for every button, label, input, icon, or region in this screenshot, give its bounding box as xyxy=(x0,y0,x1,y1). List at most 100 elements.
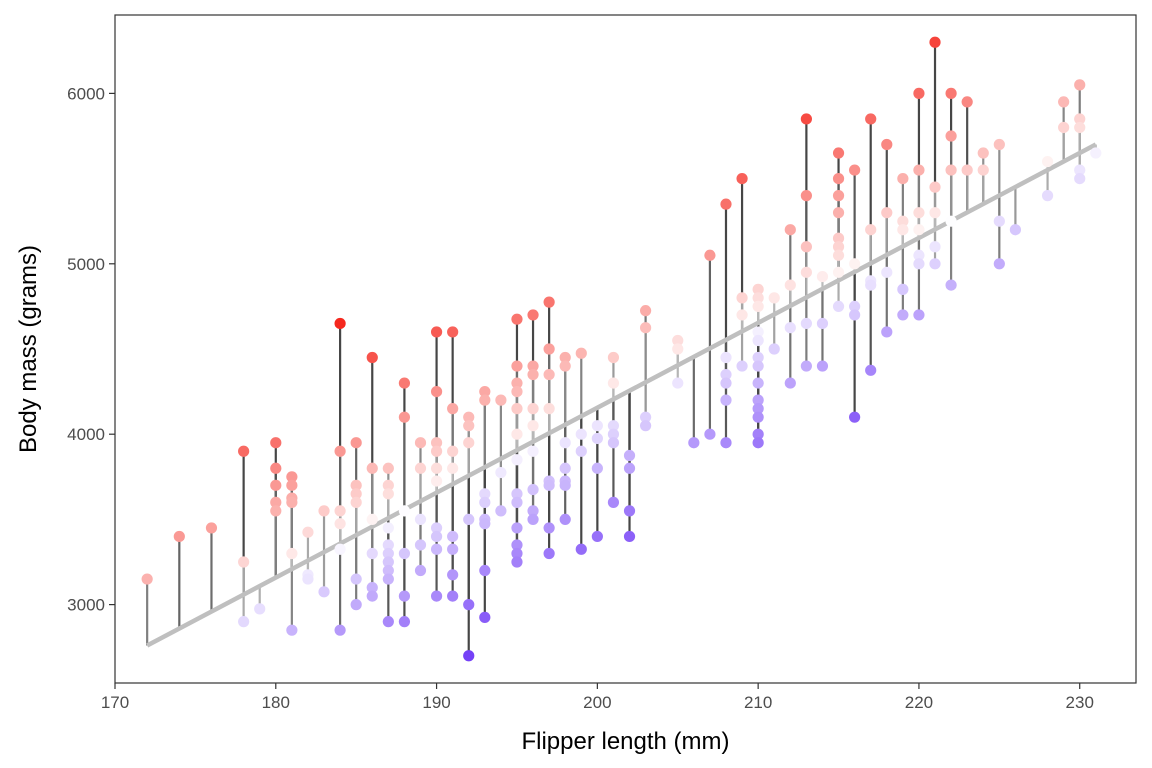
data-point xyxy=(913,258,925,270)
data-point xyxy=(929,36,941,48)
data-point xyxy=(913,224,925,236)
data-point xyxy=(447,445,459,457)
data-point xyxy=(447,403,459,415)
data-point xyxy=(575,543,587,555)
data-point xyxy=(495,505,507,517)
data-point xyxy=(736,360,748,372)
data-point xyxy=(1058,96,1070,108)
y-tick-label: 3000 xyxy=(67,596,105,615)
data-point xyxy=(897,283,909,295)
data-point xyxy=(511,496,523,508)
y-tick-label: 4000 xyxy=(67,425,105,444)
data-point xyxy=(254,603,266,615)
data-point xyxy=(752,411,764,423)
data-point xyxy=(1074,79,1086,91)
data-point xyxy=(302,573,314,585)
data-point xyxy=(366,547,378,560)
data-point xyxy=(382,488,394,500)
data-point xyxy=(286,479,298,491)
data-point xyxy=(334,518,346,530)
data-point xyxy=(543,403,555,415)
data-point xyxy=(447,530,459,543)
data-point xyxy=(623,505,636,517)
x-tick-label: 190 xyxy=(422,693,450,712)
data-point xyxy=(752,326,764,338)
data-point xyxy=(639,411,652,423)
data-point xyxy=(398,377,411,389)
data-point xyxy=(832,266,845,278)
data-point xyxy=(784,279,796,291)
data-point xyxy=(543,522,555,534)
data-point xyxy=(463,420,475,432)
data-point xyxy=(607,420,620,432)
data-point xyxy=(591,420,603,432)
data-point xyxy=(720,377,732,389)
data-point xyxy=(881,266,893,278)
data-point xyxy=(382,616,394,628)
data-point xyxy=(511,313,523,325)
data-point xyxy=(334,445,346,457)
data-point xyxy=(350,488,362,500)
data-point xyxy=(543,547,555,560)
data-point xyxy=(849,300,861,312)
data-point xyxy=(430,326,443,338)
x-tick-label: 200 xyxy=(583,693,611,712)
data-point xyxy=(865,279,877,291)
data-point xyxy=(463,599,475,611)
data-point xyxy=(479,386,491,398)
data-point xyxy=(1074,113,1086,125)
data-point xyxy=(430,475,443,487)
data-point xyxy=(639,420,652,432)
data-point xyxy=(559,360,571,372)
data-point xyxy=(382,564,394,577)
data-point xyxy=(447,590,459,602)
data-point xyxy=(511,386,523,398)
data-point xyxy=(945,279,957,291)
y-tick-label: 6000 xyxy=(67,84,105,103)
data-point xyxy=(639,305,652,317)
data-point xyxy=(350,573,362,585)
x-tick-label: 170 xyxy=(101,693,129,712)
data-point xyxy=(430,590,443,602)
data-point xyxy=(398,505,411,517)
data-point xyxy=(1090,147,1102,159)
data-point xyxy=(816,360,829,372)
data-point xyxy=(559,513,571,526)
data-point xyxy=(479,611,491,623)
data-point xyxy=(607,377,620,389)
data-point xyxy=(672,334,684,347)
data-point xyxy=(430,522,443,534)
data-point xyxy=(543,296,555,308)
data-point xyxy=(945,130,957,142)
data-point xyxy=(832,300,845,312)
data-point xyxy=(1074,121,1086,134)
data-point xyxy=(350,479,362,491)
data-point xyxy=(414,462,427,474)
data-point xyxy=(511,377,523,389)
data-point xyxy=(913,309,925,321)
data-point xyxy=(414,513,427,526)
data-point xyxy=(511,488,523,500)
data-point xyxy=(430,462,443,474)
data-point xyxy=(800,113,812,125)
data-point xyxy=(929,207,941,219)
data-point xyxy=(527,420,539,432)
y-tick-label: 5000 xyxy=(67,255,105,274)
data-point xyxy=(800,360,812,372)
data-point xyxy=(832,172,845,185)
data-point xyxy=(238,616,250,628)
data-point xyxy=(447,569,459,581)
data-point xyxy=(527,309,539,321)
data-point xyxy=(575,428,587,440)
data-point xyxy=(993,258,1005,270)
data-point xyxy=(945,164,957,176)
data-point xyxy=(865,224,877,236)
data-point xyxy=(270,479,282,491)
data-point xyxy=(366,351,378,364)
data-point xyxy=(430,543,443,555)
data-point xyxy=(366,590,378,602)
data-point xyxy=(318,586,330,598)
data-point xyxy=(720,198,732,210)
data-point xyxy=(447,543,459,555)
